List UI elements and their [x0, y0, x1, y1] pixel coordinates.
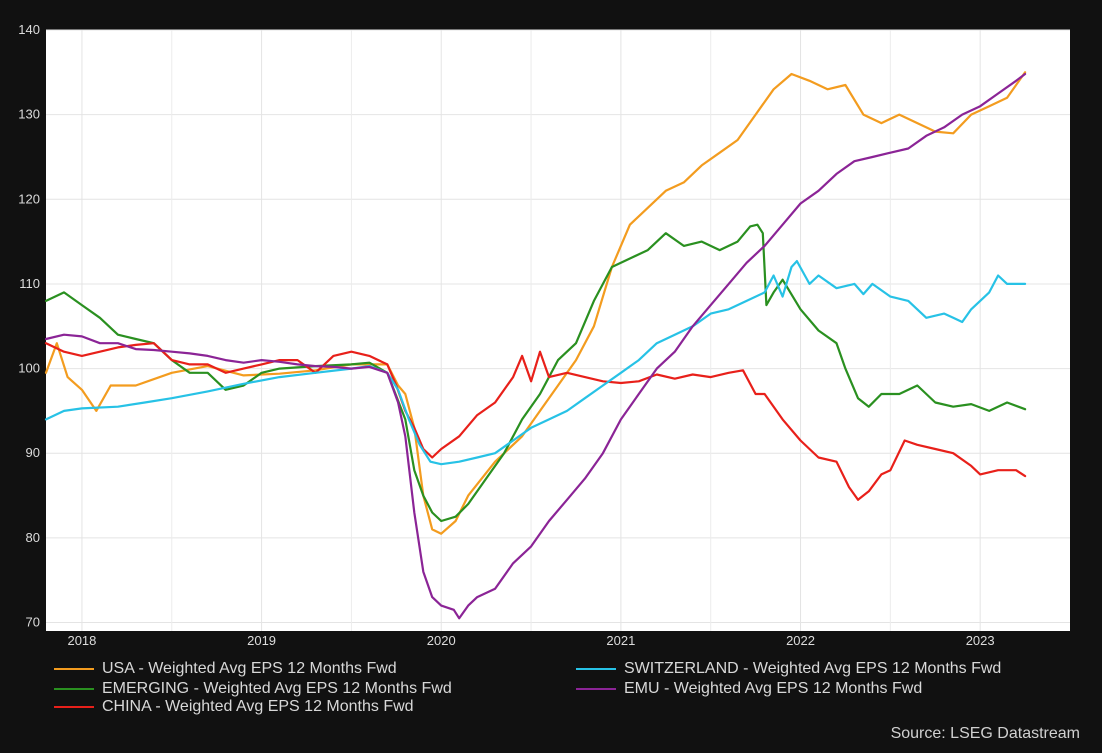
legend-swatch-emu	[576, 688, 616, 690]
plot-area	[46, 30, 1070, 631]
series-lines	[44, 71, 1027, 620]
x-tick-label-2022: 2022	[786, 633, 815, 648]
series-line-1	[44, 223, 1027, 523]
legend-swatch-china	[54, 706, 94, 708]
legend-label-china: CHINA - Weighted Avg EPS 12 Months Fwd	[102, 698, 414, 715]
y-axis: 70 80 90 100 110 120 130 140	[18, 22, 40, 630]
series-line-3	[44, 260, 1027, 466]
legend-label-usa: USA - Weighted Avg EPS 12 Months Fwd	[102, 660, 397, 677]
legend-item-emu: EMU - Weighted Avg EPS 12 Months Fwd	[576, 680, 922, 698]
y-tick-label-70: 70	[26, 615, 40, 630]
x-tick-label-2021: 2021	[606, 633, 635, 648]
x-axis: 2018 2019 2020 2021 2022 2023	[67, 633, 994, 648]
legend-swatch-switzerland	[576, 668, 616, 670]
x-tick-label-2018: 2018	[67, 633, 96, 648]
legend-item-switzerland: SWITZERLAND - Weighted Avg EPS 12 Months…	[576, 660, 1001, 678]
legend-swatch-emerging	[54, 688, 94, 690]
legend-item-china: CHINA - Weighted Avg EPS 12 Months Fwd	[54, 698, 414, 716]
x-tick-label-2019: 2019	[247, 633, 276, 648]
x-tick-label-2023: 2023	[966, 633, 995, 648]
legend-label-emerging: EMERGING - Weighted Avg EPS 12 Months Fw…	[102, 680, 452, 697]
x-tick-label-2020: 2020	[427, 633, 456, 648]
legend-label-switzerland: SWITZERLAND - Weighted Avg EPS 12 Months…	[624, 660, 1002, 677]
y-tick-label-90: 90	[26, 445, 40, 460]
y-tick-label-130: 130	[18, 107, 40, 122]
source-note: Source: LSEG Datastream	[890, 725, 1080, 742]
y-tick-label-110: 110	[19, 276, 40, 291]
legend-item-usa: USA - Weighted Avg EPS 12 Months Fwd	[54, 660, 397, 678]
y-tick-label-120: 120	[18, 191, 40, 206]
series-line-4	[44, 72, 1027, 620]
legend-item-emerging: EMERGING - Weighted Avg EPS 12 Months Fw…	[54, 680, 452, 698]
y-tick-label-80: 80	[26, 530, 40, 545]
series-line-2	[44, 342, 1027, 501]
legend-label-emu: EMU - Weighted Avg EPS 12 Months Fwd	[624, 680, 923, 697]
y-tick-label-140: 140	[18, 22, 40, 37]
y-tick-label-100: 100	[18, 361, 40, 376]
grid	[46, 29, 1070, 631]
legend-swatch-usa	[54, 668, 94, 670]
